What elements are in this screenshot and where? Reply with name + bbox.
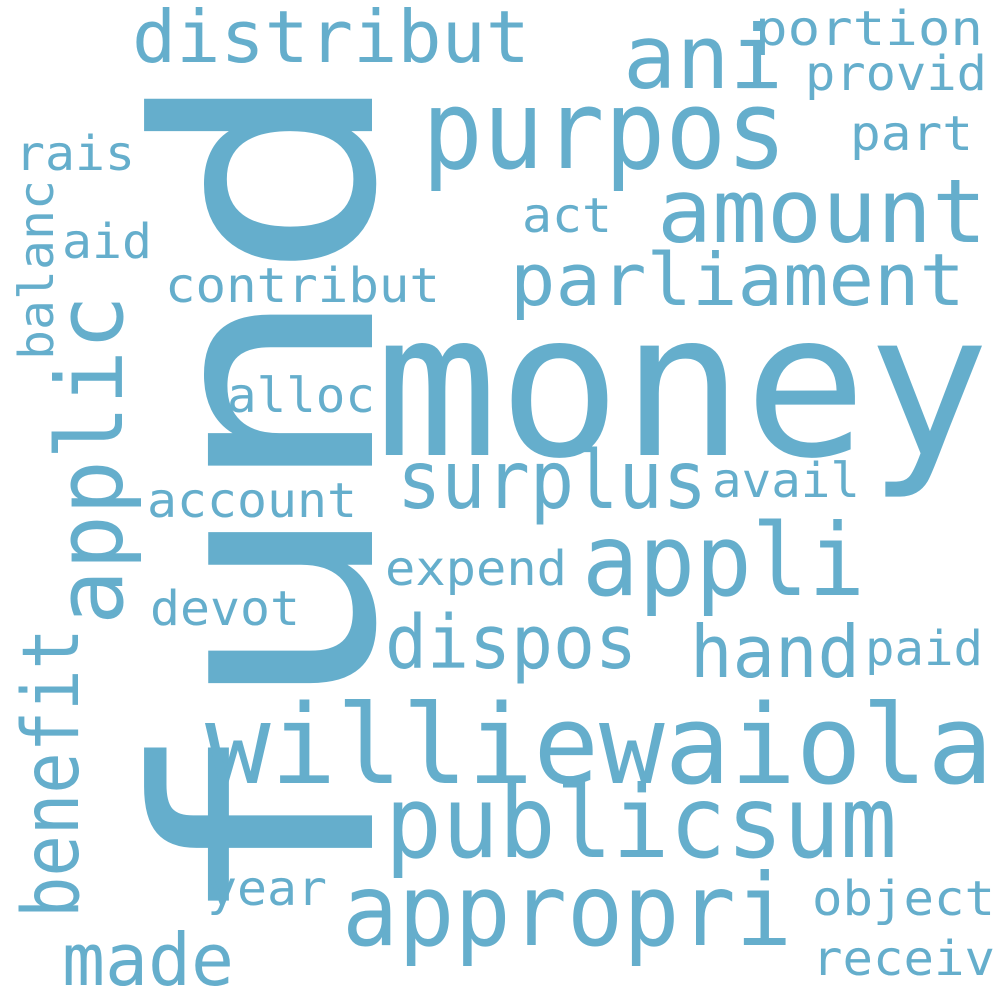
- word-year: year: [207, 861, 327, 917]
- word-devot: devot: [150, 581, 300, 637]
- word-receiv: receiv: [812, 931, 995, 987]
- word-aid: aid: [62, 214, 152, 270]
- word-rais: rais: [15, 126, 135, 182]
- word-dispos: dispos: [385, 600, 637, 686]
- word-fund: fund: [94, 65, 443, 935]
- word-balanc: balanc: [9, 180, 65, 360]
- word-object: object: [812, 871, 995, 927]
- word-alloc: alloc: [227, 368, 375, 424]
- word-distribut: distribut: [132, 0, 530, 79]
- word-portion: portion: [755, 1, 983, 57]
- word-purpos: purpos: [422, 66, 787, 194]
- word-publicsum: publicsum: [385, 764, 897, 881]
- word-parliament: parliament: [510, 238, 965, 322]
- word-williewaiola: williewaiola: [205, 681, 993, 809]
- word-appli: appli: [582, 502, 865, 619]
- word-amount: amount: [657, 160, 987, 263]
- word-provid: provid: [805, 46, 987, 102]
- word-appropri: appropri: [342, 852, 792, 969]
- word-expend: expend: [385, 541, 567, 597]
- word-made: made: [62, 918, 234, 1000]
- word-paid: paid: [865, 621, 983, 677]
- word-avail: avail: [712, 453, 860, 509]
- word-benefit: benefit: [7, 628, 97, 918]
- word-contribut: contribut: [165, 258, 440, 314]
- word-act: act: [522, 188, 612, 244]
- word-money: money: [375, 270, 990, 503]
- word-surplus: surplus: [397, 434, 707, 527]
- word-account: account: [147, 473, 357, 529]
- word-hand: hand: [690, 610, 860, 694]
- word-ani: ani: [623, 6, 783, 109]
- word-applic: applic: [37, 295, 144, 625]
- word-part: part: [850, 106, 973, 162]
